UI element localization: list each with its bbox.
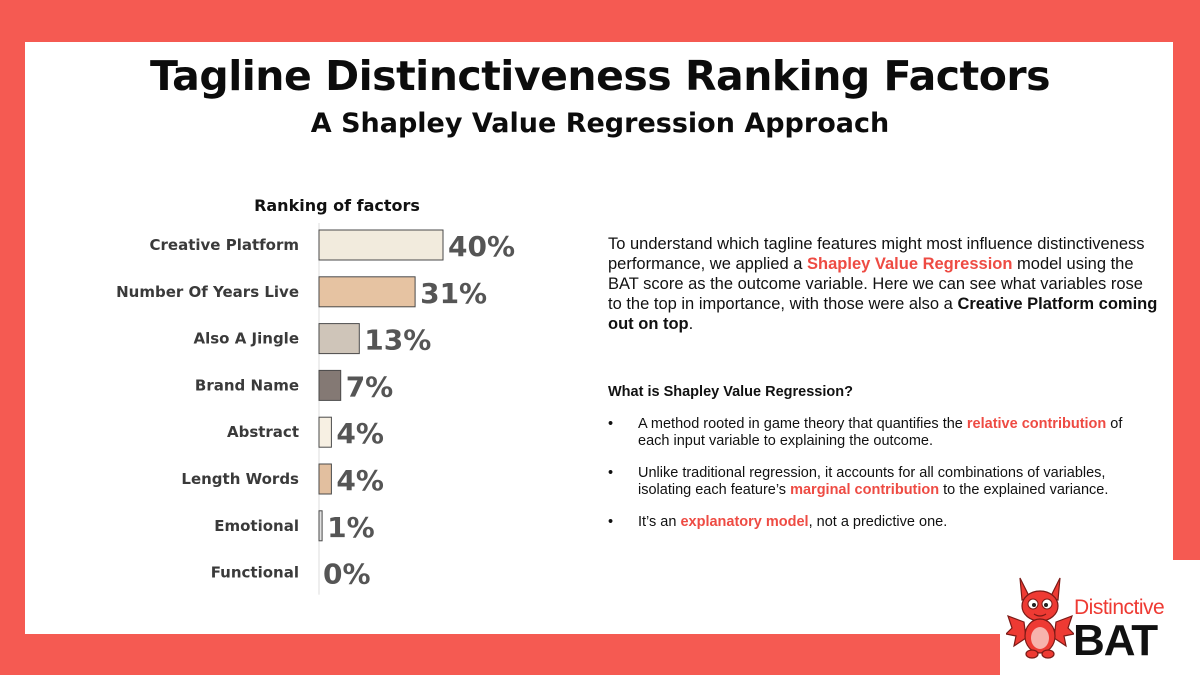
bullet-3-text-end: , not a predictive one.	[808, 514, 948, 530]
bar	[318, 276, 416, 308]
list-item: • A method rooted in game theory that qu…	[606, 416, 1126, 450]
question-heading: What is Shapley Value Regression?	[608, 384, 853, 400]
bar	[318, 323, 360, 355]
bullet-2-text-end: to the explained variance.	[939, 482, 1109, 498]
bullet-1-text-end: of each input variable to explaining the…	[638, 416, 1123, 449]
category-label: Also A Jingle	[194, 330, 300, 348]
intro-text-1: To understand which tagline features mig…	[608, 235, 1145, 273]
bullet-1-highlight: relative contribution	[966, 416, 1107, 432]
category-label: Brand Name	[195, 376, 299, 394]
page-title: Tagline Distinctiveness Ranking Factors	[150, 52, 1051, 100]
bullet-dot: •	[608, 465, 614, 481]
intro-paragraph: To understand which tagline features mig…	[608, 234, 1160, 334]
page-subtitle: A Shapley Value Regression Approach	[310, 108, 890, 139]
value-label: 4%	[336, 417, 384, 450]
value-label: 4%	[336, 464, 384, 497]
intro-text-2: model using the BAT score as the outcome…	[608, 255, 1143, 313]
bullet-2-highlight: marginal contribution	[790, 482, 940, 498]
bar	[318, 416, 332, 448]
value-label: 31%	[420, 277, 487, 310]
value-label: 40%	[448, 230, 515, 263]
category-label: Length Words	[181, 470, 299, 488]
content-card	[25, 42, 1173, 634]
category-label: Creative Platform	[150, 236, 299, 254]
value-label: 13%	[364, 324, 431, 357]
intro-highlight-shapley: Shapley Value Regression	[807, 255, 1013, 273]
bullet-dot: •	[608, 514, 614, 530]
explanation-list: • A method rooted in game theory that qu…	[606, 416, 1126, 546]
bar	[318, 510, 323, 542]
bar	[318, 463, 332, 495]
value-label: 1%	[327, 511, 375, 544]
intro-strong-platform: Creative Platform coming out on top	[608, 295, 1158, 333]
list-item: • It’s an explanatory model, not a predi…	[606, 514, 1126, 531]
bullet-3-highlight: explanatory model	[680, 514, 809, 530]
bullet-3-text: It’s an	[638, 514, 681, 530]
bullet-dot: •	[608, 416, 614, 432]
ranking-bar-chart: Ranking of factors Creative Platform 40% Nu…	[116, 196, 515, 595]
intro-text-3: .	[688, 315, 694, 333]
category-label: Number Of Years Live	[116, 283, 299, 301]
bar	[318, 229, 444, 261]
value-label: 0%	[323, 558, 371, 591]
category-label: Emotional	[214, 517, 299, 535]
list-item: • Unlike traditional regression, it acco…	[606, 465, 1126, 499]
category-label: Abstract	[227, 423, 299, 441]
logo-text-bat: BAT	[1073, 616, 1158, 665]
bar	[318, 369, 342, 401]
bullet-1-text: A method rooted in game theory that quan…	[638, 416, 967, 432]
bat-mascot-icon	[1006, 577, 1074, 659]
category-label: Functional	[211, 564, 299, 582]
bullet-2-text: Unlike traditional regression, it accoun…	[638, 465, 1106, 498]
chart-title: Ranking of factors	[254, 196, 420, 215]
value-label: 7%	[346, 370, 394, 403]
logo-text-distinctive: Distinctive	[1074, 596, 1165, 619]
